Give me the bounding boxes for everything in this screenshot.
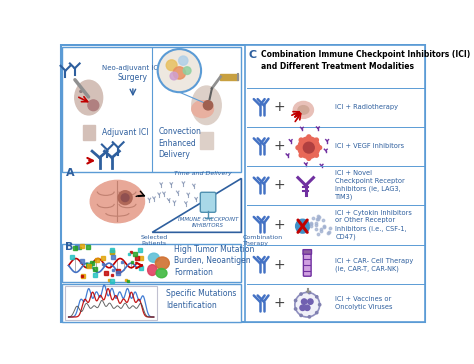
Text: Specific Mutations
Identification: Specific Mutations Identification <box>166 289 237 310</box>
Text: C: C <box>248 50 256 60</box>
Circle shape <box>295 292 319 317</box>
Circle shape <box>300 305 305 310</box>
FancyBboxPatch shape <box>63 47 241 172</box>
Circle shape <box>300 314 302 317</box>
Text: +: + <box>273 296 285 310</box>
Text: High Tumor Mutation
Burden, Neoantigen
Formation: High Tumor Mutation Burden, Neoantigen F… <box>174 245 255 277</box>
Text: ICI + Cytokin Inhibitors
or Other Receptor
Inhibitors (i.e., CSF-1,
CD47): ICI + Cytokin Inhibitors or Other Recept… <box>335 210 412 240</box>
Circle shape <box>179 56 188 65</box>
Text: Combination Immune Checkpoint Inhibitors (ICI)
and Different Treatment Modalitie: Combination Immune Checkpoint Inhibitors… <box>261 50 470 71</box>
Circle shape <box>298 137 319 158</box>
Circle shape <box>308 292 310 294</box>
Ellipse shape <box>192 101 213 118</box>
Ellipse shape <box>90 180 145 223</box>
FancyBboxPatch shape <box>245 45 425 323</box>
Text: ICI + Novel
Checkpoint Receptor
Inhibitors (ie, LAG3,
TIM3): ICI + Novel Checkpoint Receptor Inhibito… <box>335 170 405 201</box>
Text: IMMUNE CHECKPOINT
INHIBITORS: IMMUNE CHECKPOINT INHIBITORS <box>178 217 238 228</box>
Circle shape <box>173 67 186 79</box>
Circle shape <box>170 72 178 80</box>
FancyBboxPatch shape <box>63 244 241 282</box>
Circle shape <box>301 299 307 304</box>
Ellipse shape <box>155 257 169 269</box>
Circle shape <box>203 101 213 110</box>
Ellipse shape <box>293 102 313 118</box>
Text: ICI + Radiotherapy: ICI + Radiotherapy <box>335 104 398 110</box>
Circle shape <box>315 153 319 157</box>
Text: B: B <box>65 242 74 252</box>
Circle shape <box>319 304 321 306</box>
Text: Neo-adjuvant ICI: Neo-adjuvant ICI <box>102 65 160 71</box>
Circle shape <box>316 312 318 314</box>
Circle shape <box>118 191 132 205</box>
Ellipse shape <box>148 253 159 262</box>
Circle shape <box>121 194 129 202</box>
Circle shape <box>307 157 311 160</box>
Circle shape <box>304 305 310 310</box>
Ellipse shape <box>298 106 309 114</box>
Ellipse shape <box>156 269 167 278</box>
Text: ICI + VEGF Inhibitors: ICI + VEGF Inhibitors <box>335 143 404 149</box>
Text: Combination
Therapy: Combination Therapy <box>243 235 283 246</box>
Text: Adjuvant ICI: Adjuvant ICI <box>102 128 148 137</box>
Circle shape <box>300 293 302 295</box>
Text: Convection
Enhanced
Delivery: Convection Enhanced Delivery <box>158 127 201 159</box>
FancyBboxPatch shape <box>303 253 311 276</box>
Text: +: + <box>273 139 285 153</box>
Ellipse shape <box>147 265 157 276</box>
Circle shape <box>88 100 99 111</box>
Text: Surgery: Surgery <box>118 73 148 82</box>
Circle shape <box>303 142 314 153</box>
Text: ICI + CAR- Cell Therapy
(ie, CAR-T, CAR-NK): ICI + CAR- Cell Therapy (ie, CAR-T, CAR-… <box>335 258 413 272</box>
Circle shape <box>315 138 319 142</box>
Ellipse shape <box>75 80 103 115</box>
FancyBboxPatch shape <box>65 286 157 320</box>
Circle shape <box>316 296 318 298</box>
Text: +: + <box>273 258 285 272</box>
Bar <box>82 124 95 140</box>
Bar <box>201 132 213 149</box>
Text: ICI + Vaccines or
Oncolytic Viruses: ICI + Vaccines or Oncolytic Viruses <box>335 296 392 310</box>
FancyBboxPatch shape <box>303 250 311 254</box>
FancyBboxPatch shape <box>201 192 216 212</box>
Circle shape <box>308 316 310 318</box>
Bar <box>220 75 237 80</box>
Text: +: + <box>273 178 285 192</box>
Circle shape <box>183 67 191 75</box>
Text: +: + <box>273 100 285 114</box>
FancyBboxPatch shape <box>63 284 241 323</box>
Circle shape <box>294 308 297 310</box>
Circle shape <box>294 299 297 302</box>
Text: A: A <box>65 169 74 178</box>
Circle shape <box>296 219 310 233</box>
Circle shape <box>299 138 303 142</box>
Text: Selected
Patients: Selected Patients <box>140 235 167 246</box>
Circle shape <box>158 49 201 92</box>
Circle shape <box>308 299 313 304</box>
Circle shape <box>307 135 311 139</box>
Circle shape <box>299 153 303 157</box>
Circle shape <box>318 146 321 150</box>
Text: Time and Delivery: Time and Delivery <box>174 171 231 176</box>
FancyBboxPatch shape <box>61 45 425 323</box>
Circle shape <box>166 60 177 71</box>
Text: +: + <box>273 218 285 232</box>
Ellipse shape <box>192 86 221 124</box>
Ellipse shape <box>80 91 82 92</box>
Circle shape <box>296 146 300 150</box>
